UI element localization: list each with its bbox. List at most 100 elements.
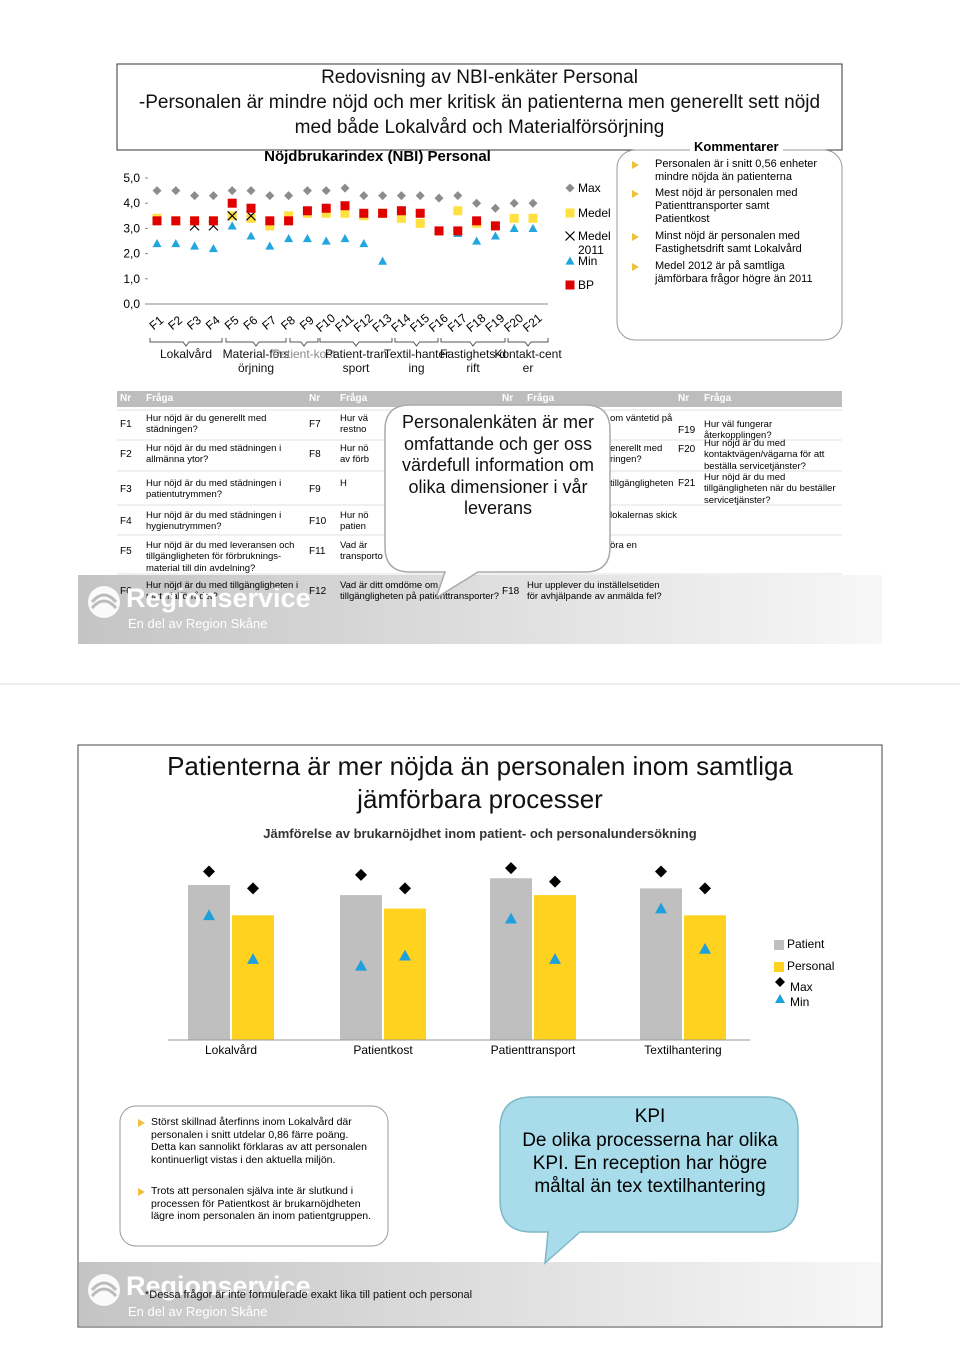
marker-square (359, 211, 369, 221)
bar (232, 915, 274, 1040)
question-text: Hur nö patien (340, 510, 369, 533)
marker-triangle (340, 233, 350, 243)
group-label: Kontakt-center (494, 347, 562, 376)
y-tick-label: 0,0 (123, 297, 140, 311)
group-label: Textil-hantering (383, 347, 450, 376)
question-text: öra en (610, 540, 637, 551)
x-tick-label: F3 (184, 313, 204, 333)
marker-diamond (355, 868, 367, 881)
marker-diamond (490, 203, 500, 213)
marker-square (453, 206, 463, 216)
callout-text: Personalenkäten är mer omfattande och ge… (401, 412, 595, 519)
marker-diamond (565, 183, 575, 193)
bar (640, 888, 682, 1040)
marker-triangle (246, 231, 256, 240)
marker-diamond (208, 191, 218, 201)
callout-title: KPI (634, 1106, 666, 1127)
comment-text: Personalen är i snitt 0,56 enheter mindr… (655, 158, 818, 184)
table-header: Nr (502, 393, 514, 404)
marker-diamond (509, 198, 519, 208)
marker-diamond (528, 198, 538, 208)
marker-triangle (378, 256, 388, 265)
bullet-text: Störst skillnad återfinns inom Lokalvård… (151, 1116, 367, 1166)
group-bracket (225, 338, 287, 347)
comment-text: Medel 2012 är på samtliga jämförbara frå… (655, 260, 813, 286)
question-text: enerellt med ringen? (610, 443, 663, 466)
marker-diamond (190, 191, 200, 201)
marker-diamond (265, 191, 275, 201)
marker-square (321, 203, 331, 213)
logo-icon-mark (90, 1281, 118, 1298)
slide-title: Redovisning av NBI-enkäter Personal (321, 67, 638, 88)
marker-diamond (359, 191, 369, 201)
marker-diamond (284, 191, 294, 201)
marker-square (284, 216, 294, 226)
marker-square (227, 198, 237, 208)
marker-triangle (509, 223, 519, 232)
marker-x (227, 210, 238, 221)
legend-entry: Max (790, 980, 813, 994)
table-header: Fråga (146, 393, 174, 404)
marker-triangle (265, 241, 275, 250)
x-tick-label: Lokalvård (205, 1043, 257, 1057)
legend-entry: Patient (787, 937, 825, 951)
marker-square (472, 216, 482, 226)
x-tick-label: F14 (388, 311, 413, 335)
marker-square (378, 208, 388, 218)
question-nr: F20 (678, 444, 696, 455)
marker-square (396, 206, 406, 216)
x-tick-label: F16 (426, 311, 451, 335)
table-header: Nr (120, 393, 132, 404)
x-tick-label: F17 (445, 311, 470, 335)
x-tick-label: F10 (313, 311, 338, 335)
x-tick-label: F18 (464, 311, 489, 335)
question-text: Hur nöjd är du med tillgängligheten när … (704, 472, 836, 506)
marker-x (189, 220, 200, 231)
question-text: Hur vä restno (340, 413, 368, 436)
legend-entry: Min (578, 254, 598, 268)
x-tick-label: F5 (222, 313, 242, 333)
group-bracket (149, 338, 223, 347)
marker-triangle (152, 239, 162, 248)
marker-square (208, 216, 218, 226)
marker-triangle (359, 239, 369, 248)
marker-triangle (775, 994, 785, 1003)
bullet (632, 233, 639, 241)
question-text: Hur nöjd är du med städningen i hygienut… (146, 510, 282, 533)
question-nr: F3 (120, 484, 132, 495)
question-text: tillgängligheten (610, 478, 674, 489)
marker-square (302, 208, 312, 218)
group-label: Fastighets-drift (439, 347, 507, 376)
question-nr: F9 (309, 484, 321, 495)
legend-entry: Personal (787, 959, 835, 973)
marker-square (265, 216, 275, 226)
marker-triangle (699, 943, 711, 954)
y-tick-label: 2,0 (123, 247, 140, 261)
table-header: Fråga (527, 393, 555, 404)
marker-square (434, 226, 444, 236)
question-text: Vad är transporto (340, 540, 383, 563)
y-tick-label: 1,0 (123, 272, 140, 286)
marker-square (415, 208, 425, 218)
question-text: Hur nöjd är du generellt med städningen? (146, 413, 267, 436)
chart-title: Nöjdbrukarindex (NBI) Personal (264, 148, 491, 165)
marker-square (490, 221, 500, 231)
question-text: om väntetid på (610, 413, 673, 424)
x-tick-label: F11 (332, 311, 356, 335)
legend-entry: BP (578, 278, 595, 292)
question-nr: F5 (120, 546, 132, 557)
group-bracket (394, 338, 439, 347)
marker-square (227, 211, 237, 221)
marker-square (359, 208, 369, 218)
marker-square (490, 221, 500, 231)
x-tick-label: F12 (351, 311, 376, 335)
x-tick-label: F13 (370, 311, 395, 335)
marker-diamond (549, 875, 561, 888)
table-header: Fråga (704, 393, 732, 404)
bullet (632, 161, 639, 169)
marker-square (340, 208, 350, 218)
question-nr: F7 (309, 419, 321, 430)
marker-diamond (699, 882, 711, 895)
marker-diamond (302, 186, 312, 196)
